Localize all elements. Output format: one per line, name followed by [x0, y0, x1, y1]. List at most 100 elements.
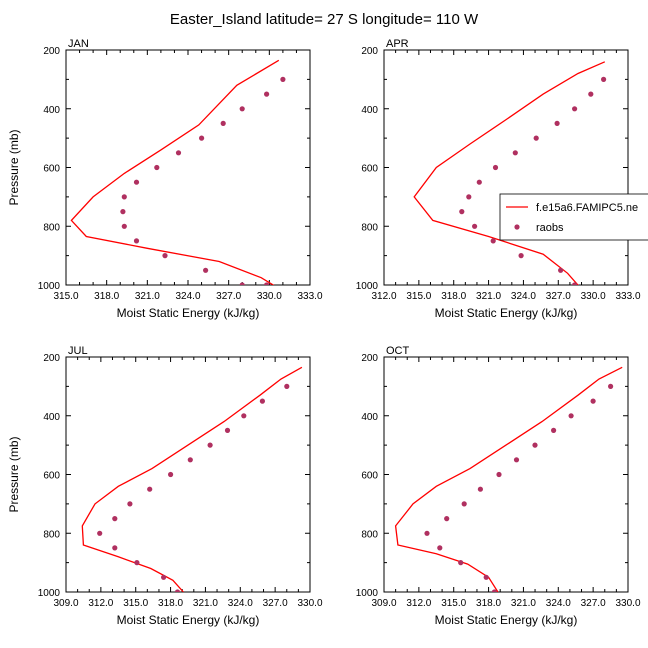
y-tick-label: 600	[43, 164, 60, 175]
y-tick-label: 800	[361, 529, 378, 540]
raobs-point	[264, 91, 270, 97]
raobs-point	[121, 223, 127, 229]
plot-data	[394, 366, 623, 592]
raobs-point	[127, 501, 133, 507]
panel-oct: 309.0 312.0 315.0 318.0 321.0 324.0 327.0 330.0…	[356, 345, 641, 627]
legend-label-obs: raobs	[536, 222, 564, 234]
x-axis-label: Moist Static Energy (kJ/kg)	[117, 306, 260, 320]
plot-frame	[383, 356, 629, 593]
y-tick-label: 600	[361, 471, 378, 482]
panel-jan: 315.0 318.0 321.0 324.0 327.0 330.0 333.0 200 40…	[7, 38, 323, 320]
x-tick-label: 330.0	[581, 291, 606, 302]
raobs-point	[175, 150, 182, 156]
x-tick-label: 315.0	[406, 291, 431, 302]
x-tick-label: 321.0	[193, 598, 218, 609]
raobs-point	[203, 267, 209, 273]
raobs-point	[174, 589, 181, 592]
x-tick-label: 315.0	[441, 598, 466, 609]
raobs-point	[483, 574, 489, 580]
raobs-point	[590, 398, 596, 404]
y-tick-label: 400	[43, 412, 60, 423]
y-tick-label: 800	[43, 222, 60, 233]
raobs-point	[551, 427, 557, 433]
raobs-point	[572, 282, 578, 285]
x-tick-label: 333.0	[297, 291, 322, 302]
raobs-point	[133, 238, 140, 244]
raobs-point	[558, 267, 564, 273]
raobs-point	[154, 164, 160, 171]
x-tick-label: 333.0	[615, 291, 640, 302]
raobs-point	[472, 223, 478, 229]
raobs-point	[518, 253, 524, 259]
panel-label: JAN	[68, 38, 89, 50]
x-tick-label: 309.0	[53, 598, 78, 609]
y-tick-label: 200	[43, 46, 60, 57]
y-axis-label: Pressure (mb)	[7, 436, 21, 512]
raobs-point	[588, 91, 594, 97]
legend-label-model: f.e15a6.FAMIPC5.ne	[536, 202, 638, 214]
x-tick-label: 315.0	[123, 598, 148, 609]
figure-title: Easter_Island latitude= 27 S longitude= …	[170, 11, 479, 28]
x-tick-label: 330.0	[257, 291, 282, 302]
raobs-point	[459, 209, 465, 215]
raobs-point	[187, 457, 193, 463]
y-tick-label: 600	[43, 471, 60, 482]
x-tick-label: 327.0	[581, 598, 606, 609]
x-tick-label: 312.0	[406, 598, 431, 609]
x-tick-label: 312.0	[371, 291, 396, 302]
x-tick-label: 324.0	[175, 291, 200, 302]
x-tick-label: 324.0	[511, 291, 536, 302]
model-profile-line	[70, 59, 280, 285]
raobs-point	[112, 545, 118, 551]
raobs-point	[162, 253, 168, 259]
x-tick-label: 312.0	[88, 598, 113, 609]
raobs-point	[147, 486, 153, 492]
raobs-point	[112, 516, 118, 522]
x-tick-label: 324.0	[546, 598, 571, 609]
raobs-point	[437, 545, 443, 551]
raobs-point	[572, 106, 578, 112]
plot-frame	[383, 49, 629, 286]
y-tick-label: 800	[361, 222, 378, 233]
panels: 315.0 318.0 321.0 324.0 327.0 330.0 333.0 200 40…	[7, 38, 648, 627]
raobs-point	[239, 282, 245, 285]
x-tick-label: 330.0	[615, 598, 640, 609]
raobs-point	[241, 413, 247, 419]
raobs-point	[424, 530, 430, 536]
y-tick-label: 200	[361, 353, 378, 364]
raobs-point	[608, 383, 614, 389]
x-axis-label: Moist Static Energy (kJ/kg)	[435, 306, 578, 320]
y-tick-label: 1000	[38, 588, 61, 599]
x-tick-label: 318.0	[441, 291, 466, 302]
raobs-point	[199, 135, 205, 141]
raobs-point	[264, 282, 270, 285]
x-tick-label: 327.0	[216, 291, 241, 302]
raobs-point	[224, 427, 231, 433]
x-tick-label: 309.0	[371, 598, 396, 609]
raobs-point	[568, 413, 574, 419]
raobs-point	[133, 179, 140, 185]
raobs-point	[491, 589, 497, 592]
x-tick-label: 324.0	[228, 598, 253, 609]
raobs-point	[466, 194, 472, 200]
model-profile-line	[413, 61, 606, 285]
x-tick-label: 318.0	[158, 598, 183, 609]
plot-data	[70, 59, 286, 285]
raobs-point	[461, 501, 467, 507]
raobs-point	[239, 106, 245, 112]
x-tick-label: 318.0	[94, 291, 119, 302]
x-tick-label: 321.0	[476, 291, 501, 302]
plot-data	[413, 61, 607, 285]
raobs-point	[458, 560, 464, 566]
panel-label: OCT	[386, 345, 410, 357]
y-tick-label: 600	[361, 164, 378, 175]
raobs-point	[513, 457, 520, 463]
panel-jul: 309.0 312.0 315.0 318.0 321.0 324.0 327.0 330.0…	[7, 345, 323, 627]
x-tick-label: 318.0	[476, 598, 501, 609]
legend-box	[499, 193, 648, 241]
raobs-point	[532, 442, 538, 448]
raobs-point	[168, 471, 174, 478]
x-tick-label: 321.0	[135, 291, 160, 302]
x-tick-label: 330.0	[297, 598, 322, 609]
